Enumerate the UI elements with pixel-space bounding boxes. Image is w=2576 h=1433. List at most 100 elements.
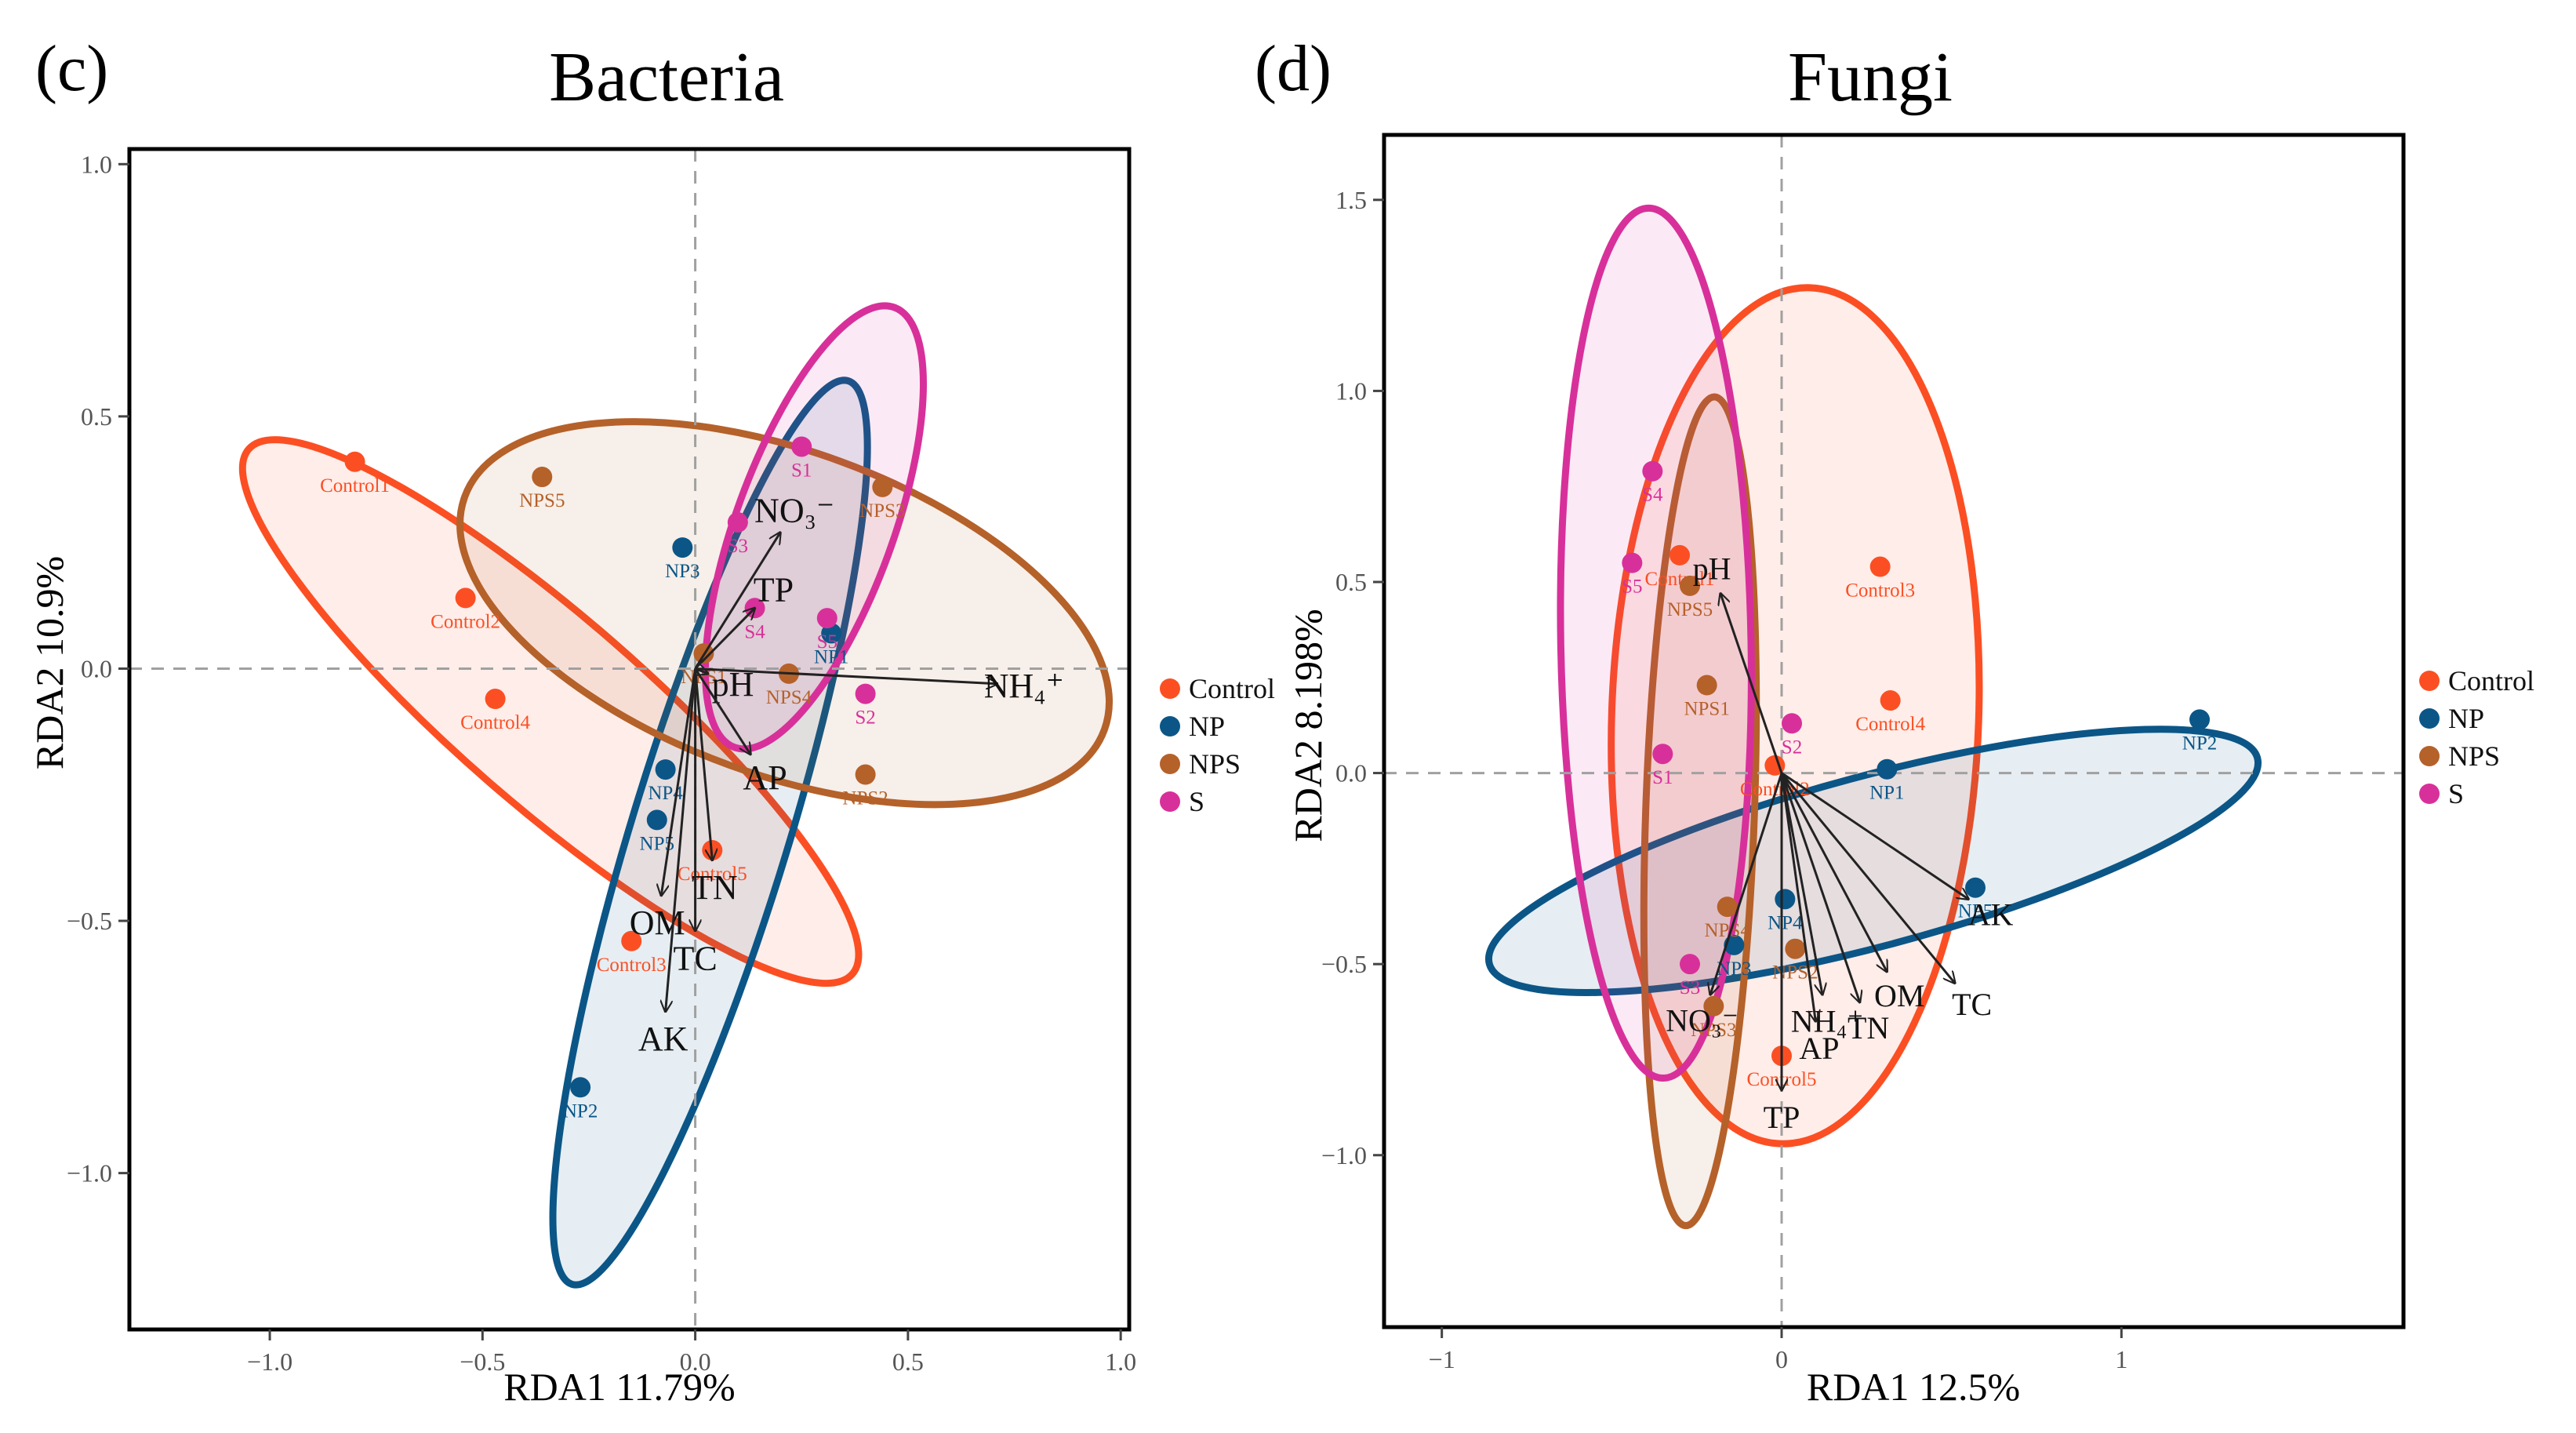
point-label-np4: NP4 xyxy=(1768,912,1803,933)
arrow-label-om: OM xyxy=(630,904,685,942)
arrow-nh xyxy=(1780,773,1822,995)
point-label-control4: Control4 xyxy=(460,712,530,733)
arrow-label-ap: AP xyxy=(1799,1031,1839,1066)
point-label-s4: S4 xyxy=(1642,485,1663,506)
point-s5 xyxy=(1622,552,1643,573)
x-tick-label: 1 xyxy=(2115,1345,2127,1373)
point-label-s5: S5 xyxy=(817,631,837,653)
ellipse-layer xyxy=(1484,204,2262,1230)
point-label-np1: NP1 xyxy=(1869,783,1904,804)
point-control1 xyxy=(1669,544,1690,566)
arrow-label-nh: NH₄⁺ xyxy=(984,667,1064,705)
arrow-ap xyxy=(1780,773,1815,1022)
arrow-label-tc: TC xyxy=(1952,987,1992,1022)
ticks-layer: −1.0 −0.5 0.0 0.5 1.0 −1.0 −0.5 0.0 0.5 1.0 xyxy=(67,150,1136,1376)
x-tick-label: 0.5 xyxy=(892,1348,924,1376)
legend-label-np: NP xyxy=(2448,703,2484,734)
legend-marker-np xyxy=(1160,716,1180,737)
point-label-s5: S5 xyxy=(1622,576,1642,598)
y-tick-label: 1.5 xyxy=(1335,186,1367,214)
point-control3 xyxy=(1869,556,1891,577)
point-s5 xyxy=(816,608,837,629)
fungi-legend: Control NP NPS S xyxy=(2419,665,2534,809)
point-label-s1: S1 xyxy=(1652,767,1673,788)
point-nps2 xyxy=(1785,938,1806,959)
fungi-ylabel: RDA2 8.198% xyxy=(1286,609,1330,842)
legend-label-control: Control xyxy=(1189,673,1275,704)
arrow-tn xyxy=(1780,773,1860,1002)
arrow-label-ak: AK xyxy=(638,1020,689,1058)
arrow-ak xyxy=(1781,772,1968,900)
point-label-nps3: NPS3 xyxy=(859,500,905,522)
point-label-s3: S3 xyxy=(728,536,748,557)
arrow-label-nh: NH₄⁺ xyxy=(1791,1004,1864,1039)
arrow-label-ap: AP xyxy=(743,758,787,797)
arrow-ak xyxy=(666,668,697,1011)
point-label-nps5: NPS5 xyxy=(1667,599,1713,620)
arrow-label-ak: AK xyxy=(1968,897,2014,932)
bacteria-title: Bacteria xyxy=(549,38,784,116)
arrow-label-tp: TP xyxy=(754,570,794,609)
plot-frame xyxy=(127,147,1132,1332)
legend-label-control: Control xyxy=(2448,665,2534,696)
point-nps2 xyxy=(855,764,876,785)
ellipse-s xyxy=(702,302,927,753)
point-s1 xyxy=(791,436,812,457)
bacteria-plot: Control1 Control2 Control4 Control3 Control5… xyxy=(67,147,1136,1376)
point-label-np5: NP5 xyxy=(1958,901,1993,922)
fungi-xlabel: RDA1 12.5% xyxy=(1807,1365,2020,1409)
y-tick-label: 1.0 xyxy=(1335,376,1367,405)
arrow-om xyxy=(661,668,697,895)
point-label-s2: S2 xyxy=(855,707,875,729)
y-tick-label: 0.0 xyxy=(81,654,112,682)
y-tick-label: 0.0 xyxy=(1335,759,1367,787)
points-layer: Control1 Control2 Control4 Control3 Control5… xyxy=(320,436,906,1122)
point-label-nps3: NPS3 xyxy=(1691,1020,1736,1041)
point-np4 xyxy=(655,759,676,780)
arrow-no xyxy=(694,533,781,670)
fungi-title: Fungi xyxy=(1788,38,1953,116)
arrow-tn xyxy=(694,668,713,860)
x-tick-label: 1.0 xyxy=(1105,1348,1136,1376)
point-np1 xyxy=(1877,758,1898,780)
point-label-nps2: NPS2 xyxy=(1772,962,1818,984)
legend-marker-s xyxy=(2419,784,2440,804)
point-label-nps1: NPS1 xyxy=(1684,699,1729,720)
y-tick-label: −0.5 xyxy=(1321,950,1367,978)
arrow-label-ph: pH xyxy=(1693,551,1731,586)
legend-label-s: S xyxy=(1189,786,1204,817)
panel-bacteria: (c) Bacteria Control1Control2Control4Con… xyxy=(27,32,1136,1409)
arrow-label-tn: TN xyxy=(692,868,738,907)
point-s2 xyxy=(855,683,876,704)
legend-label-np: NP xyxy=(1189,711,1225,742)
point-np2 xyxy=(570,1077,591,1098)
point-s4 xyxy=(1642,460,1663,482)
point-label-s3: S3 xyxy=(1680,977,1700,998)
ellipse-s xyxy=(1557,204,1755,1082)
legend-label-nps: NPS xyxy=(1189,748,1241,780)
arrow-label-tn: TN xyxy=(1848,1010,1889,1046)
legend-marker-control xyxy=(1160,678,1180,699)
point-np4 xyxy=(1775,889,1796,910)
arrow-label-om: OM xyxy=(1874,978,1924,1013)
y-tick-label: 0.5 xyxy=(1335,568,1367,596)
arrow-nh xyxy=(695,667,997,683)
point-np5 xyxy=(646,809,667,831)
arrow-label-ph: pH xyxy=(712,665,754,704)
point-label-nps5: NPS5 xyxy=(519,490,565,511)
point-s3 xyxy=(1680,954,1700,975)
arrow-no xyxy=(1710,773,1783,995)
arrow-label-no: NO₃⁻ xyxy=(1666,1003,1739,1038)
arrow-tc xyxy=(1780,772,1955,984)
point-label-control5: Control5 xyxy=(678,864,747,885)
point-np3 xyxy=(672,537,693,558)
bacteria-ylabel: RDA2 10.9% xyxy=(27,556,71,769)
point-np2 xyxy=(2189,709,2210,730)
point-label-nps4: NPS4 xyxy=(766,687,812,708)
point-control4 xyxy=(1880,690,1901,711)
point-nps4 xyxy=(1717,897,1738,918)
bacteria-legend: Control NP NPS S xyxy=(1160,673,1275,817)
point-nps3 xyxy=(1703,995,1724,1017)
